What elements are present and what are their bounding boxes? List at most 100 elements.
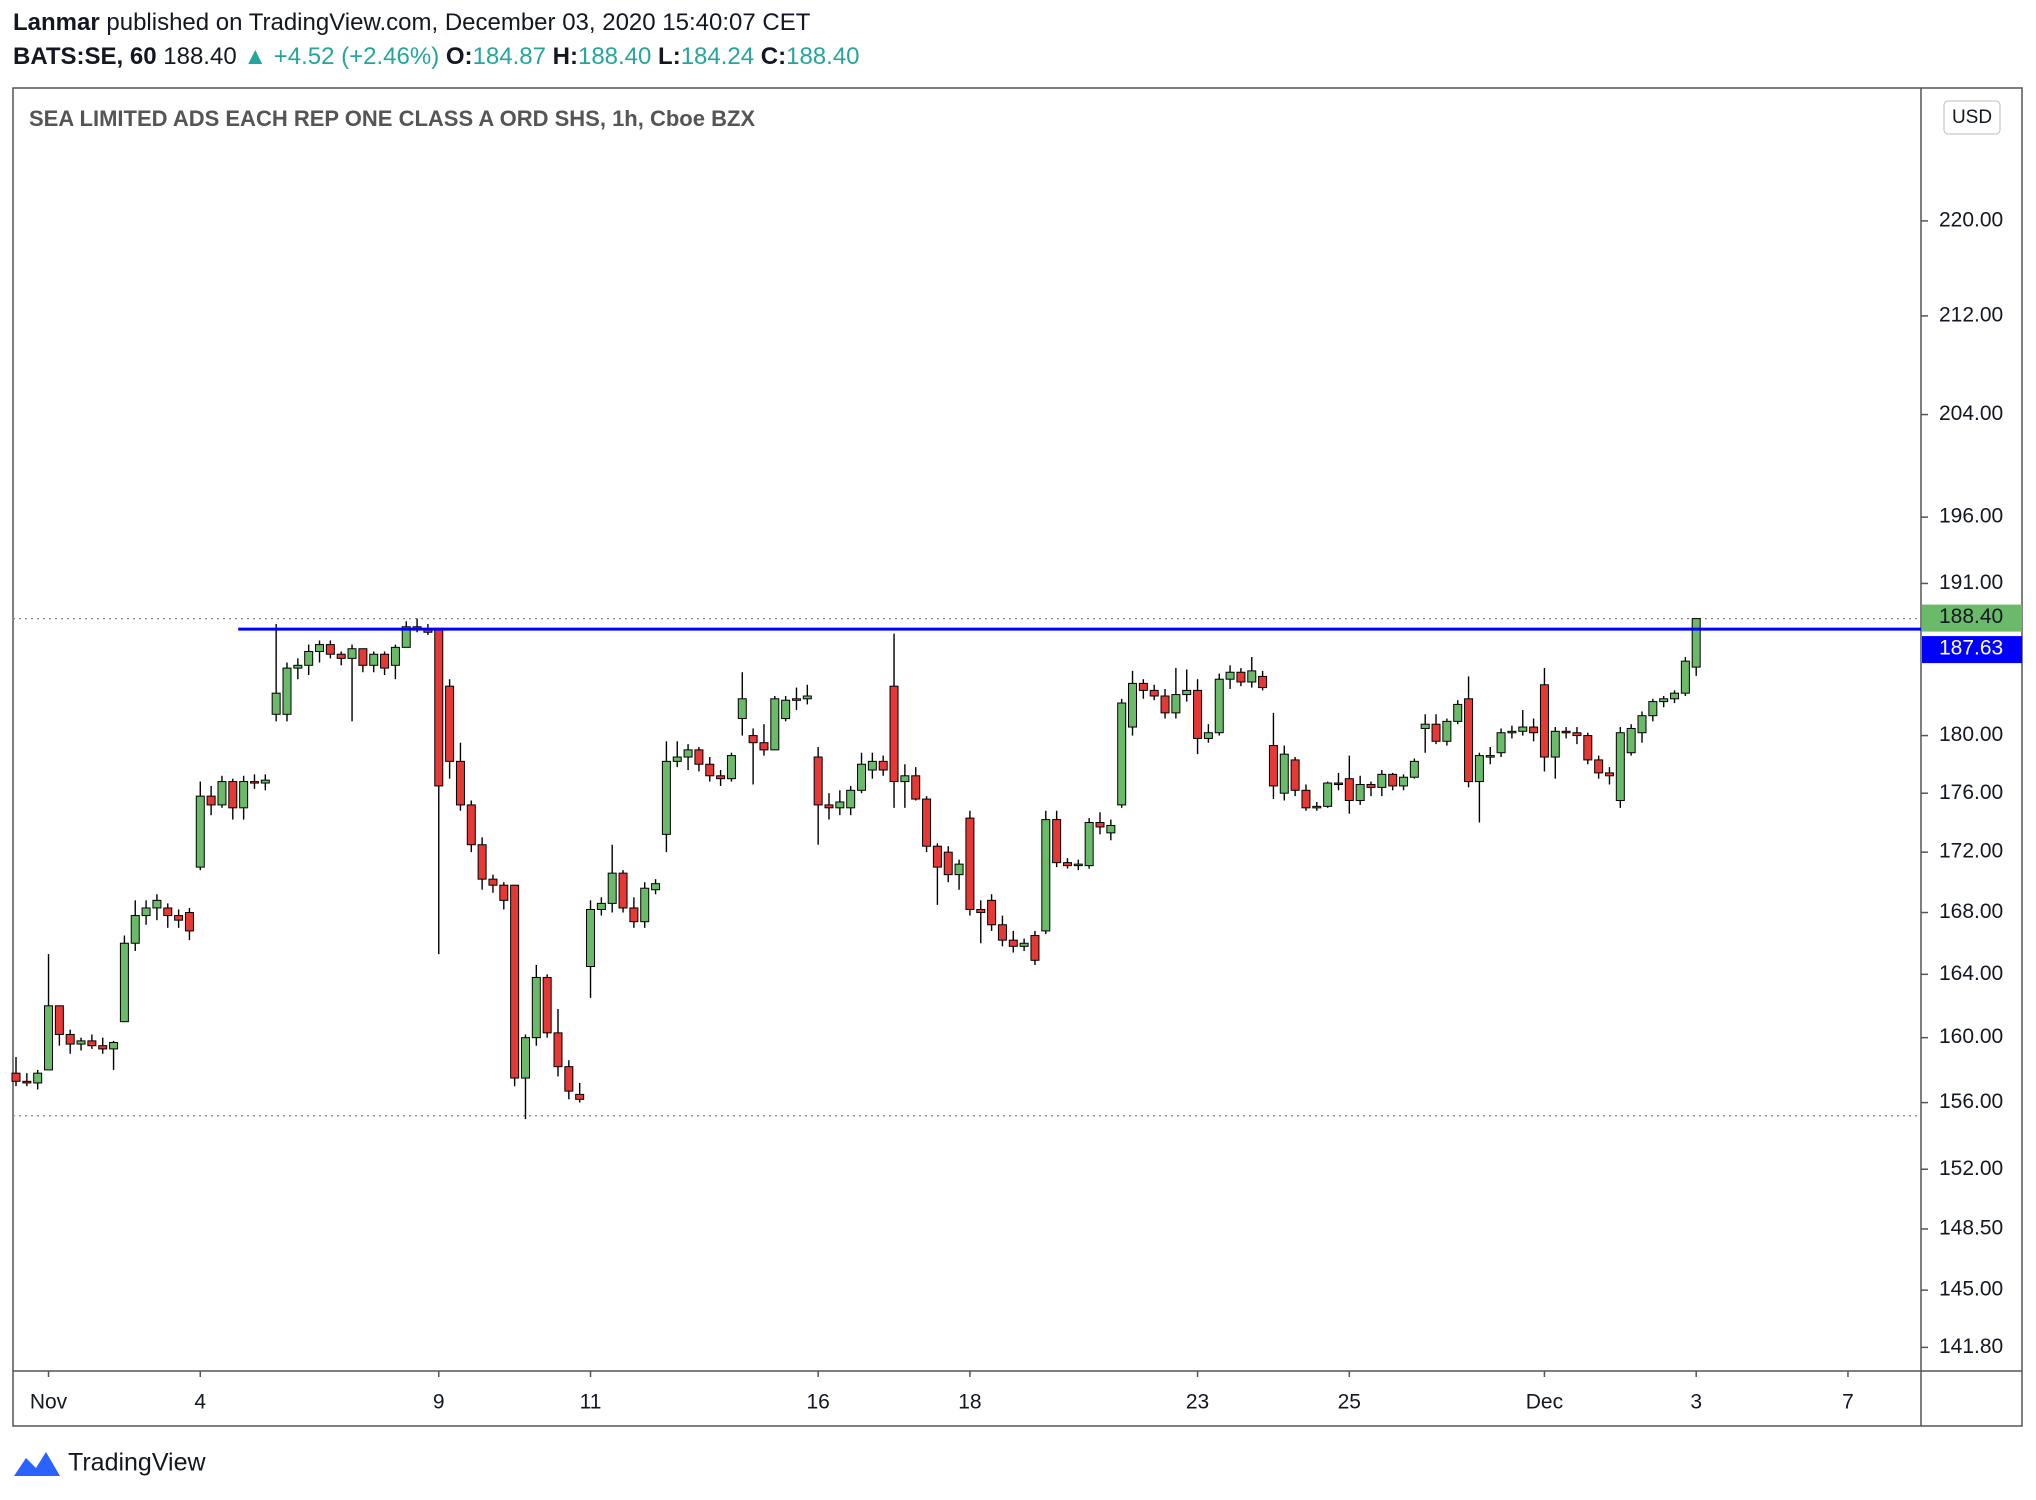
candle-body (174, 915, 184, 921)
ohlc-value: 184.87 (473, 43, 546, 70)
candle-body (195, 795, 205, 868)
candle-body (705, 763, 715, 777)
candle-body (943, 851, 953, 876)
candle-body (33, 1072, 43, 1084)
candle-body (228, 781, 238, 809)
currency-box (1943, 100, 2001, 135)
header-line-1: Lanmar published on TradingView.com, Dec… (13, 9, 811, 36)
x-tick-label: 7 (1842, 1391, 1854, 1414)
candle-body (759, 742, 769, 751)
candle-body (1247, 670, 1257, 683)
candle-body (1659, 698, 1669, 703)
last-price-tag-label: 188.40 (1939, 605, 2003, 628)
candle-body (1279, 753, 1289, 794)
candle-body (315, 644, 325, 652)
candle-body (336, 653, 346, 659)
candle-body (130, 915, 140, 944)
y-tick-label: 172.00 (1939, 840, 2003, 863)
candle-body (1312, 805, 1322, 809)
candle-body (1084, 822, 1094, 867)
candle-body (835, 801, 845, 809)
ohlc-label: H: (553, 43, 578, 70)
candle-body (293, 664, 303, 669)
candle-body (1258, 675, 1268, 689)
candle-body (932, 845, 942, 868)
candle-body (1301, 789, 1311, 809)
candle-body (87, 1040, 97, 1047)
header-line-2: BATS:SE, 60 188.40 ▲ +4.52 (+2.46%) O:18… (13, 43, 860, 70)
published: published on TradingView.com, December 0… (106, 9, 810, 36)
candle-body (1149, 689, 1159, 697)
candle-body (1193, 689, 1203, 739)
candle-body (1377, 773, 1387, 788)
candle-body (553, 1032, 563, 1068)
candle-body (1420, 723, 1430, 729)
x-tick-label: 18 (958, 1391, 981, 1414)
last-price-text: 188.40 (163, 43, 236, 70)
candle-body (1518, 726, 1528, 732)
candle-body (206, 795, 216, 806)
candle-body (1583, 735, 1593, 761)
candle-body (119, 942, 129, 1023)
candle-body (867, 760, 877, 771)
candle-body (499, 884, 509, 901)
candle-body (1290, 759, 1300, 791)
candle-body (737, 698, 747, 720)
plot: 141.80 145.00 148.50 152.00 156.00 160.00 164.… (11, 208, 2022, 1414)
candle-body (857, 763, 867, 791)
candle-body (1203, 732, 1213, 739)
candle-body (1648, 701, 1658, 717)
y-tick-label: 168.00 (1939, 900, 2003, 923)
ohlc-value: 184.24 (681, 43, 754, 70)
y-tick-label: 220.00 (1939, 208, 2003, 231)
y-tick-label: 180.00 (1939, 723, 2003, 746)
candle-body (1691, 618, 1701, 668)
candle-body (900, 775, 910, 783)
candle-body (271, 692, 281, 715)
candle-body (1106, 824, 1116, 834)
y-tick-label: 152.00 (1939, 1157, 2003, 1180)
candle-body (11, 1072, 21, 1082)
candle-body (1030, 935, 1040, 961)
candle-body (694, 749, 704, 765)
x-tick-label: 11 (580, 1391, 602, 1414)
candle-body (1409, 760, 1419, 778)
candle-body (455, 760, 465, 806)
candle-body (520, 1037, 530, 1079)
candle-body (401, 626, 411, 648)
candle-body (813, 756, 823, 806)
candle-body (1561, 730, 1571, 734)
candle-body (607, 872, 617, 904)
candle-body (618, 872, 628, 909)
x-tick-label: 9 (433, 1391, 445, 1414)
candle-body (824, 804, 834, 809)
candle-body (1594, 759, 1604, 774)
logo (14, 1452, 60, 1476)
ohlc-label: L: (658, 43, 681, 70)
candle-body (922, 798, 932, 847)
candle-body (1062, 862, 1072, 867)
y-tick-label: 160.00 (1939, 1025, 2003, 1048)
candle-body (1604, 772, 1614, 777)
horizontal-line-tag (1922, 636, 2022, 664)
candle-body (1529, 726, 1539, 734)
change: ▲ +4.52 (+2.46%) (243, 43, 439, 70)
candle-body (434, 629, 444, 787)
candle-body (1008, 939, 1018, 947)
candle-body (1615, 732, 1625, 802)
candle-body (239, 781, 249, 809)
symbol: BATS:SE, 60 (13, 43, 157, 70)
candle-body (1442, 720, 1452, 742)
logo-icon (14, 1452, 60, 1476)
candle-body (878, 760, 888, 771)
ohlc-value: 188.40 (578, 43, 651, 70)
candle-body (282, 667, 292, 715)
x-tick-label: Nov (30, 1391, 68, 1414)
candle-body (98, 1045, 108, 1050)
horizontal-line-tag-label: 187.63 (1939, 637, 2003, 660)
candle-body (477, 844, 487, 880)
candle-body (1496, 732, 1506, 754)
candle-body (141, 907, 151, 917)
author: Lanmar (13, 9, 100, 36)
